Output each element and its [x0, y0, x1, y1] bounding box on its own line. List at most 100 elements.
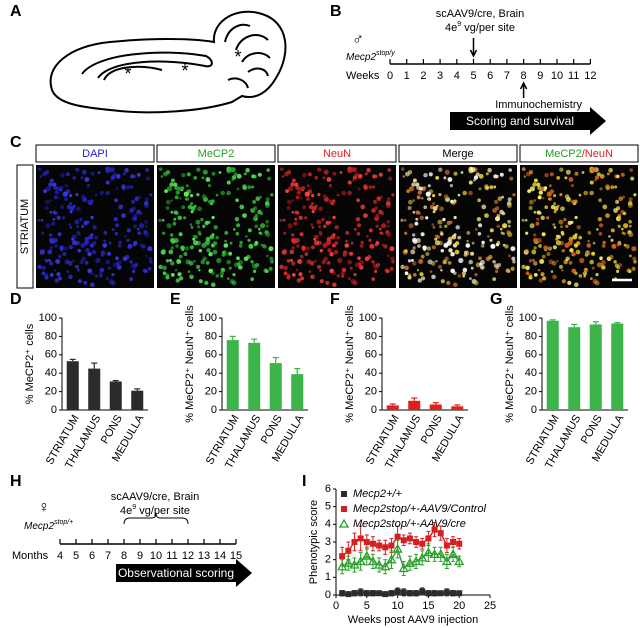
cell-dot — [143, 200, 149, 206]
cell-dot — [616, 206, 621, 211]
overlay-part: MeCP2 — [545, 148, 582, 160]
cell-dot — [81, 169, 87, 175]
cell-dot — [170, 261, 175, 266]
cell-dot — [321, 259, 326, 265]
cell-dot — [553, 210, 557, 214]
cell-dot — [279, 218, 283, 222]
cell-dot — [236, 173, 242, 179]
y-tick-label: 40 — [525, 367, 537, 379]
cell-dot — [475, 228, 478, 231]
cell-dot — [79, 259, 84, 265]
cell-dot — [380, 211, 385, 216]
y-tick-label: 100 — [39, 312, 57, 324]
cell-dot — [239, 204, 245, 210]
cell-dot — [174, 269, 178, 272]
cell-dot — [45, 223, 51, 229]
cell-dot — [124, 167, 129, 173]
cell-dot — [185, 197, 188, 201]
cell-dot — [44, 259, 49, 263]
cell-dot — [412, 210, 416, 214]
series-line — [341, 547, 460, 570]
cell-dot — [477, 198, 481, 202]
cell-dot — [226, 190, 231, 196]
down-arrow — [469, 38, 478, 58]
cell-dot — [189, 223, 193, 226]
cell-dot — [317, 264, 321, 269]
cell-dot — [202, 169, 208, 175]
cell-dot — [258, 227, 261, 231]
cell-dot — [507, 219, 511, 224]
axis-label: Months — [12, 550, 49, 562]
point — [437, 530, 444, 537]
cell-dot — [37, 167, 42, 172]
cell-dot — [565, 256, 570, 261]
cell-dot — [52, 238, 58, 243]
cell-dot — [412, 237, 417, 243]
cell-dot — [630, 176, 635, 181]
cell-dot — [202, 224, 206, 228]
cell-dot — [296, 278, 301, 283]
cell-dot — [81, 224, 85, 228]
cell-dot — [313, 237, 317, 241]
cell-dot — [137, 231, 141, 235]
cell-dot — [174, 195, 179, 200]
cell-dot — [260, 223, 266, 229]
point — [363, 539, 370, 545]
point — [425, 535, 432, 542]
cell-dot — [114, 198, 118, 202]
cell-dot — [97, 171, 101, 174]
cell-dot — [415, 182, 420, 187]
cell-dot — [629, 254, 632, 258]
cell-dot — [75, 193, 79, 197]
cell-dot — [69, 194, 73, 198]
cell-dot — [133, 224, 137, 228]
cell-dot — [314, 176, 319, 180]
cell-dot — [474, 273, 478, 277]
cell-dot — [432, 194, 436, 198]
cell-dot — [181, 173, 186, 178]
cell-dot — [80, 194, 86, 199]
cell-dot — [200, 217, 204, 222]
cell-dot — [543, 245, 548, 251]
cell-dot — [60, 173, 65, 178]
cell-dot — [376, 196, 382, 201]
cell-dot — [583, 190, 588, 196]
cell-dot — [107, 251, 112, 256]
timeline-tick-label: 12 — [584, 70, 596, 82]
cell-dot — [442, 259, 447, 265]
bar — [546, 320, 559, 410]
cell-dot — [56, 215, 61, 220]
point — [443, 589, 450, 596]
cell-dot — [528, 273, 533, 278]
cell-dot — [332, 282, 337, 288]
cell-dot — [144, 197, 149, 202]
cell-dot — [210, 199, 215, 204]
cell-dot — [576, 241, 581, 246]
cell-dot — [495, 206, 500, 211]
cell-dot — [444, 256, 449, 261]
cell-dot — [90, 282, 95, 288]
cell-dot — [611, 243, 617, 249]
cell-dot — [80, 242, 86, 248]
timeline-tick-label: 3 — [437, 70, 443, 82]
cell-dot — [190, 210, 194, 214]
cell-dot — [350, 241, 354, 245]
cell-dot — [170, 210, 174, 214]
cell-dot — [487, 235, 490, 238]
cell-dot — [591, 167, 597, 173]
cell-dot — [302, 205, 307, 209]
cell-dot — [628, 232, 634, 238]
cell-dot — [310, 274, 315, 280]
cell-dot — [400, 264, 405, 270]
cell-dot — [586, 243, 592, 248]
cell-dot — [211, 171, 216, 176]
cell-dot — [556, 260, 559, 263]
column-header: MeCP2/NeuN — [545, 148, 613, 160]
y-axis-label: % MeCP2⁺ NeuN⁺ cells — [504, 305, 516, 423]
cell-dot — [205, 177, 211, 182]
cell-dot — [336, 235, 341, 240]
cell-dot — [632, 256, 637, 261]
cell-dot — [589, 180, 594, 185]
cell-dot — [417, 190, 422, 195]
